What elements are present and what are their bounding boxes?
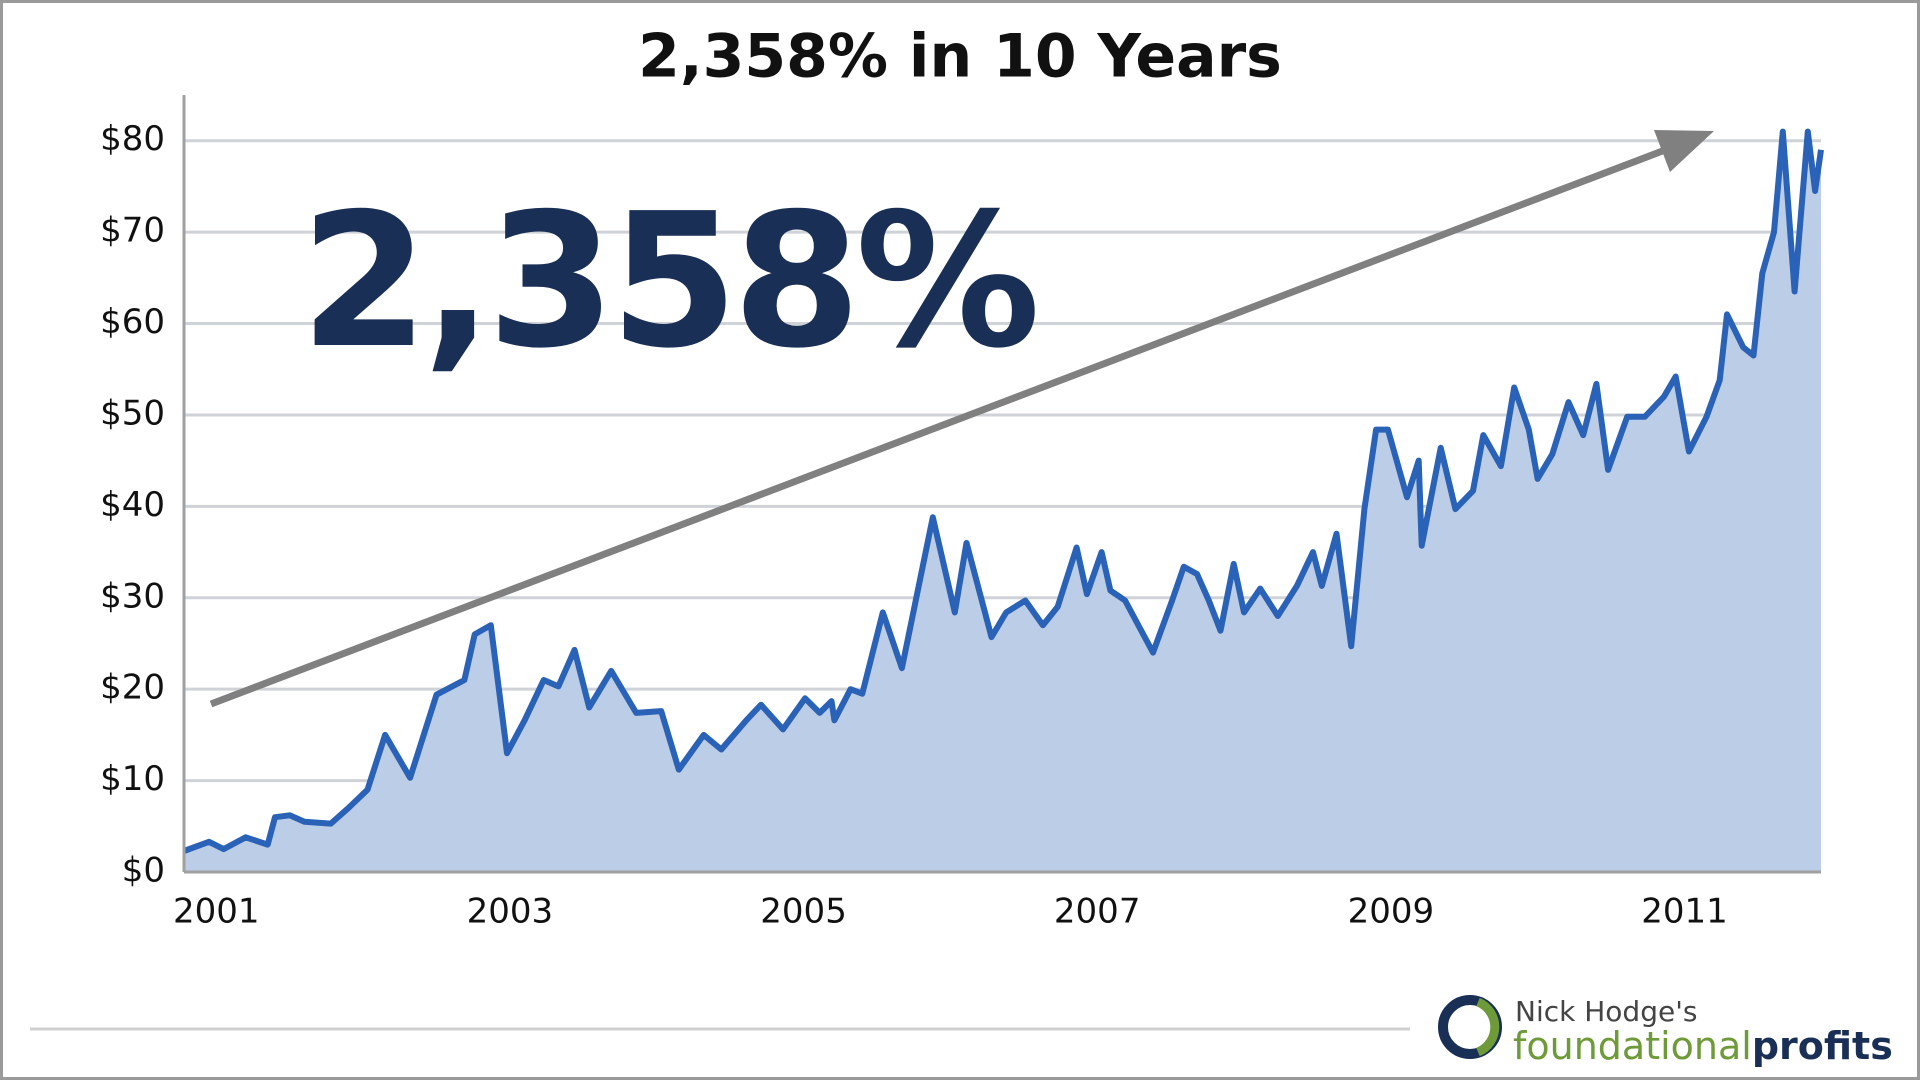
arrow-shaft — [209, 146, 1667, 708]
y-tick-label: $80 — [100, 119, 165, 159]
x-tick-label: 2005 — [760, 892, 847, 932]
plot-area: $0 $10 $20 $30 $40 $50 $60 $70 $80 2001 2003 2005 20… — [100, 95, 1824, 932]
logo-accent — [1476, 997, 1500, 1057]
y-tick-label: $30 — [100, 576, 165, 616]
y-tick-label: $20 — [100, 668, 165, 708]
logo-name: foundationalprofits — [1513, 1024, 1893, 1068]
x-tick-label: 2001 — [173, 892, 260, 932]
y-tick-label: $40 — [100, 485, 165, 525]
arrow-head — [1654, 130, 1714, 172]
x-tick-label: 2011 — [1641, 892, 1728, 932]
logo: Nick Hodge's foundationalprofits — [1438, 995, 1893, 1068]
y-tick-label: $10 — [100, 759, 165, 799]
x-tick-label: 2009 — [1348, 892, 1435, 932]
area-fill — [184, 131, 1821, 873]
logo-owner: Nick Hodge's — [1515, 995, 1697, 1028]
chart-title: 2,358% in 10 Years — [638, 22, 1282, 92]
price-line — [182, 128, 1824, 854]
y-tick-label: $70 — [100, 211, 165, 251]
x-tick-label: 2007 — [1054, 892, 1141, 932]
annotation: 2,358% — [300, 173, 1035, 389]
x-tick-label: 2003 — [467, 892, 554, 932]
y-tick-label: $50 — [100, 393, 165, 433]
y-tick-label: $0 — [122, 851, 165, 891]
logo-name-1: foundational — [1513, 1024, 1752, 1068]
y-tick-label: $60 — [100, 302, 165, 342]
logo-name-2: profits — [1752, 1024, 1893, 1068]
trend-arrow — [209, 130, 1714, 708]
